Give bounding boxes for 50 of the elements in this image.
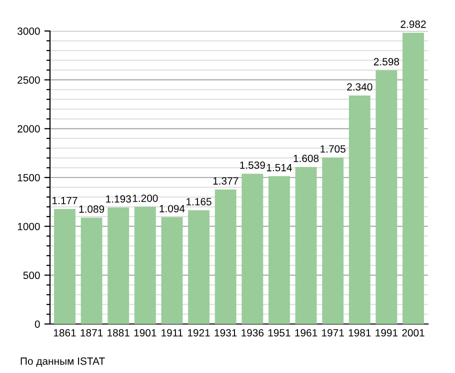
data-label: 1.608 xyxy=(294,154,319,162)
x-tick-label: 1901 xyxy=(134,329,156,337)
bar xyxy=(214,190,236,324)
y-tick-label: 2500 xyxy=(18,76,40,84)
x-tick-label: 1971 xyxy=(322,329,344,337)
y-tick-label: 1000 xyxy=(18,222,40,230)
bar xyxy=(348,95,370,324)
data-label: 1.705 xyxy=(320,145,346,153)
x-tick-label: 1991 xyxy=(376,329,398,337)
x-tick-label: 1861 xyxy=(54,329,76,337)
data-label: 1.089 xyxy=(79,205,104,213)
data-label: 1.200 xyxy=(132,194,158,202)
data-label: 2.982 xyxy=(400,20,426,28)
x-tick-label: 1921 xyxy=(188,329,210,337)
data-label: 1.177 xyxy=(52,196,78,204)
y-tick-label: 3000 xyxy=(18,28,40,35)
text: По данным ISTAT xyxy=(20,357,105,367)
bar xyxy=(54,209,76,324)
bar xyxy=(80,218,102,324)
bar xyxy=(161,217,183,324)
bar xyxy=(108,207,130,324)
x-tick-label: 2001 xyxy=(402,329,424,337)
data-label: 1.094 xyxy=(160,204,185,212)
data-label: 2.598 xyxy=(374,58,400,66)
x-tick-label: 1931 xyxy=(214,329,237,337)
bar xyxy=(295,166,317,324)
x-tick-label: 1936 xyxy=(242,329,264,337)
y-tick-label: 0 xyxy=(34,320,40,328)
bar xyxy=(402,32,424,324)
y-tick-label: 2000 xyxy=(18,125,40,133)
data-label: 1.514 xyxy=(266,164,292,172)
bar xyxy=(268,176,290,324)
x-tick-label: 1951 xyxy=(268,329,290,337)
bar xyxy=(322,157,344,324)
bar xyxy=(242,174,264,324)
bar xyxy=(376,70,398,324)
bar xyxy=(188,210,210,324)
data-label: 2.340 xyxy=(347,83,372,91)
data-label: 1.165 xyxy=(186,198,212,206)
x-tick-label: 1871 xyxy=(80,329,103,337)
data-label: 1.377 xyxy=(213,177,238,185)
x-tick-label: 1981 xyxy=(348,329,371,337)
x-tick-label: 1881 xyxy=(108,329,130,337)
y-tick-label: 500 xyxy=(23,272,40,280)
data-label: 1.193 xyxy=(106,195,131,203)
x-tick-label: 1911 xyxy=(162,329,183,337)
data-label: 1.539 xyxy=(240,161,265,169)
x-tick-label: 1961 xyxy=(295,329,318,337)
bar xyxy=(134,206,156,324)
y-tick-label: 1500 xyxy=(18,174,40,182)
